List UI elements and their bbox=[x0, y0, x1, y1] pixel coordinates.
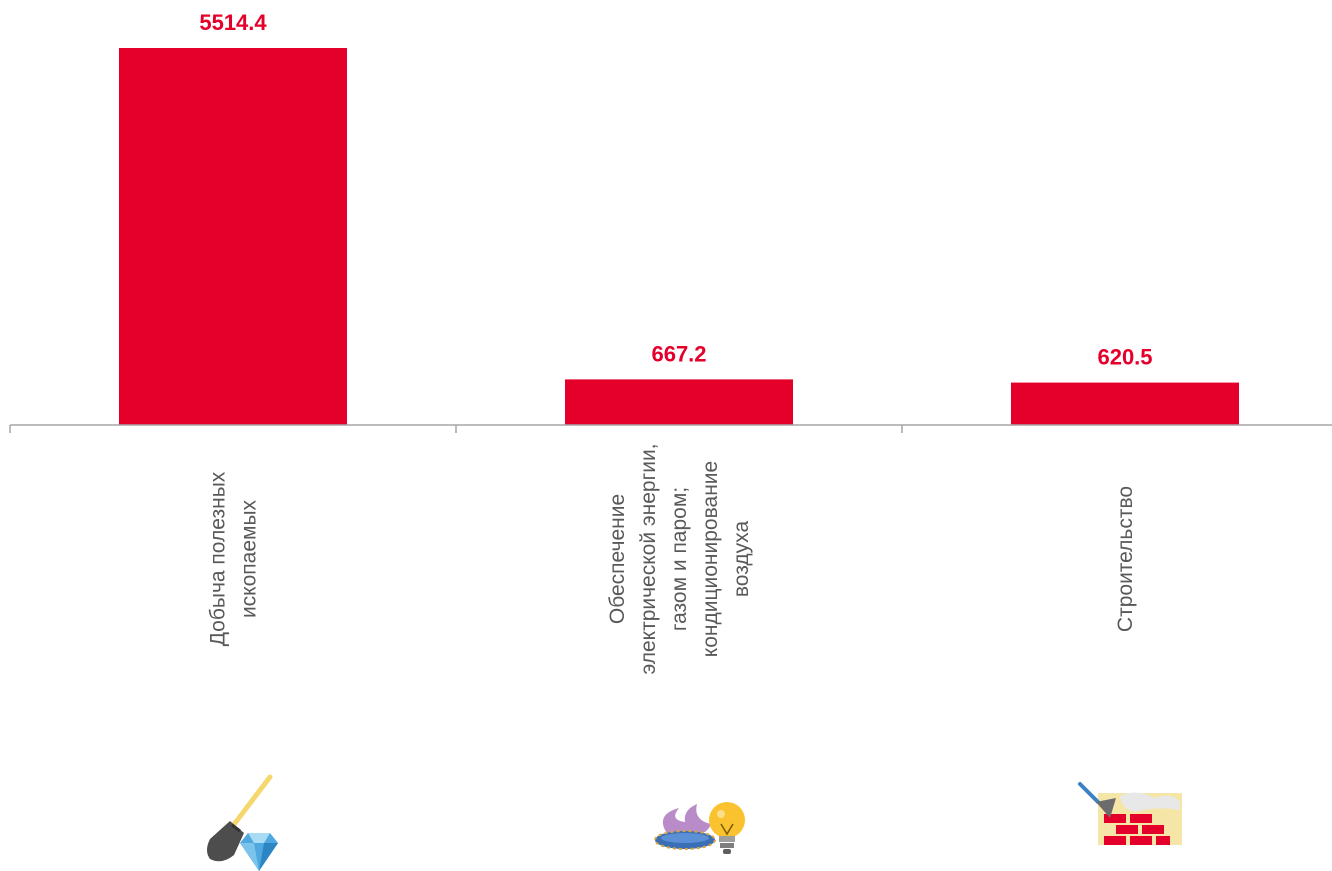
category-label-line: кондиционирование bbox=[699, 461, 722, 657]
bar bbox=[565, 379, 793, 425]
data-label: 620.5 bbox=[1097, 345, 1152, 370]
category-label-line: воздуха bbox=[730, 521, 753, 598]
category-label-text: Строительство bbox=[1114, 486, 1137, 632]
bar bbox=[1011, 382, 1239, 425]
trowel-brick-wall-icon bbox=[1078, 782, 1182, 845]
category-label: Обеспечение электрической энергии, газом и… bbox=[606, 443, 753, 674]
category-label: Строительство bbox=[1114, 486, 1137, 632]
shovel-diamond-icon bbox=[207, 774, 278, 871]
value-labels-layer: 5514.4 667.2 620.5 bbox=[199, 10, 1152, 370]
category-label-line: Добыча полезных bbox=[207, 471, 230, 646]
category-label-text: Обеспечение электрической энергии, газом и… bbox=[606, 443, 753, 674]
bars-layer bbox=[119, 48, 1239, 425]
data-label: 5514.4 bbox=[199, 10, 267, 35]
category-label-line: газом и паром; bbox=[668, 487, 691, 631]
bar bbox=[119, 48, 347, 425]
x-axis bbox=[9, 424, 1332, 433]
gas-flame-bulb-icon bbox=[654, 802, 745, 854]
category-label: Добыча полезных ископаемых bbox=[207, 471, 261, 646]
category-label-line: ископаемых bbox=[238, 499, 261, 618]
data-label: 667.2 bbox=[651, 341, 706, 366]
category-label-line: Обеспечение bbox=[606, 494, 629, 624]
category-label-line: электрической энергии, bbox=[637, 443, 660, 674]
category-label-line: Строительство bbox=[1114, 486, 1137, 632]
category-labels-layer: Добыча полезных ископаемых Обеспечение элек… bbox=[207, 443, 1138, 674]
category-label-text: Добыча полезных ископаемых bbox=[207, 471, 261, 646]
